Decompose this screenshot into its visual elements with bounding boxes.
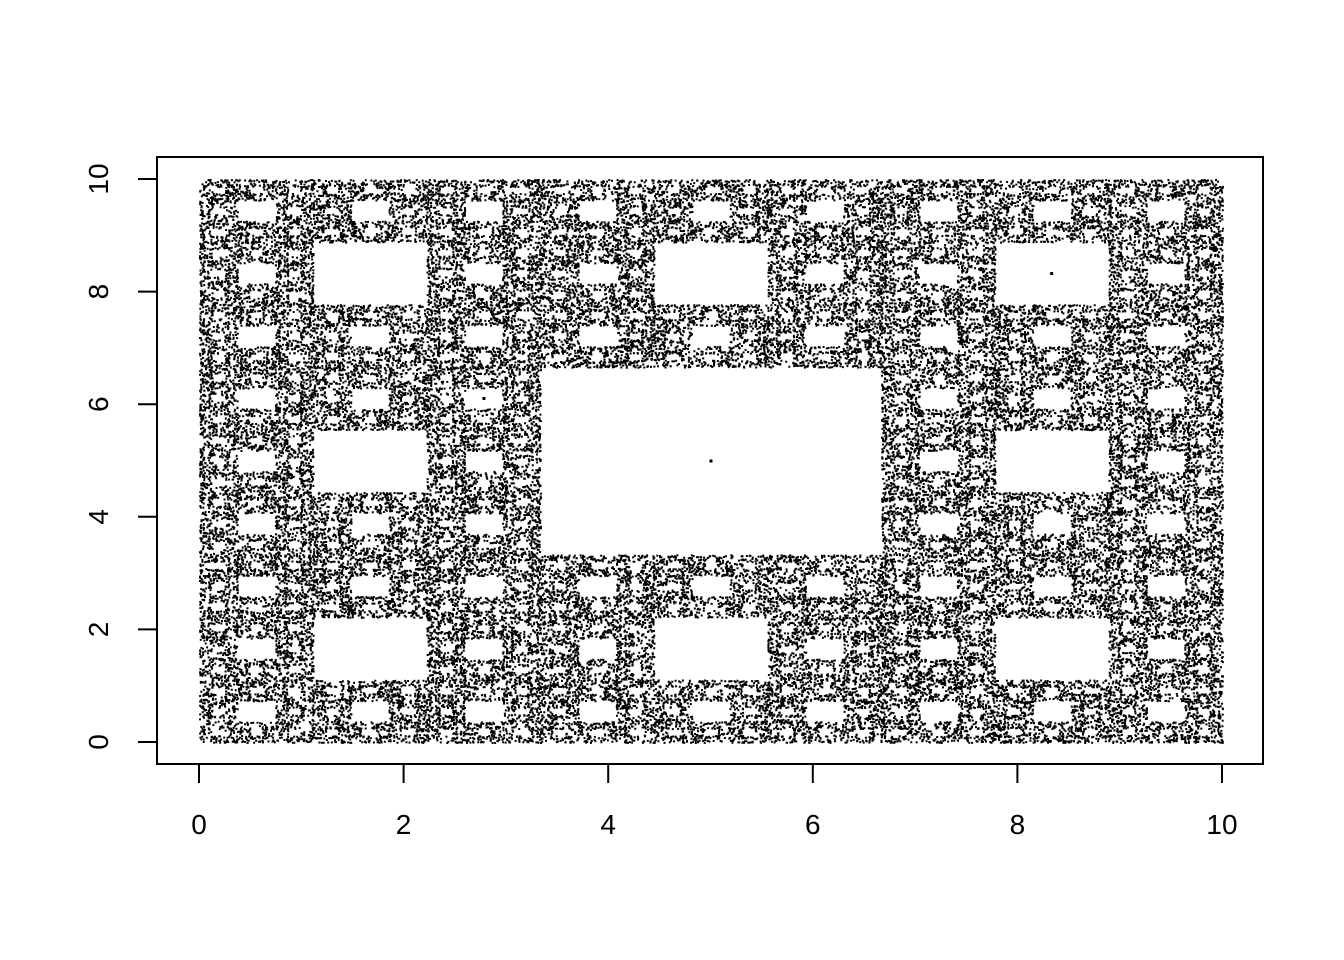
y-tick-label: 10: [83, 163, 114, 194]
points-layer: [199, 179, 1224, 744]
x-tick-label: 10: [1206, 809, 1237, 840]
x-tick-label: 2: [396, 809, 412, 840]
y-tick-label: 6: [83, 396, 114, 412]
x-axis: 0 2 4 6 8 10: [191, 763, 1238, 840]
x-tick-label: 6: [805, 809, 821, 840]
scatter-points: [199, 179, 1224, 744]
outlier-point: [482, 397, 486, 401]
y-axis: 0 2 4 6 8 10: [83, 163, 158, 750]
outlier-point: [709, 459, 713, 463]
x-ticks: 0 2 4 6 8 10: [191, 764, 1238, 840]
outlier-point: [1050, 272, 1054, 276]
x-tick-label: 8: [1010, 809, 1026, 840]
x-tick-label: 4: [600, 809, 616, 840]
y-tick-label: 2: [83, 622, 114, 638]
y-ticks: 0 2 4 6 8 10: [83, 163, 157, 750]
y-tick-label: 4: [83, 509, 114, 525]
y-tick-label: 8: [83, 284, 114, 300]
x-tick-label: 0: [191, 809, 207, 840]
y-tick-label: 0: [83, 734, 114, 750]
outliers-layer: [482, 272, 1054, 463]
